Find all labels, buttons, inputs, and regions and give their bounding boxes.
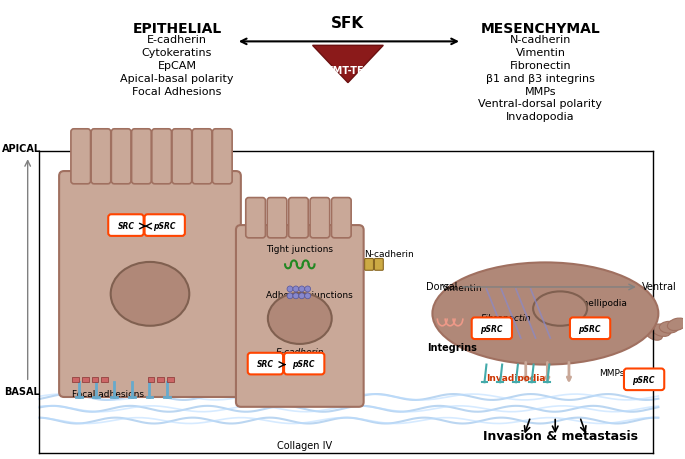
FancyBboxPatch shape bbox=[248, 353, 283, 375]
FancyBboxPatch shape bbox=[145, 214, 185, 236]
Text: Adherens junctions: Adherens junctions bbox=[266, 291, 353, 300]
FancyBboxPatch shape bbox=[91, 129, 111, 184]
Bar bbox=[92, 377, 99, 382]
Bar bbox=[147, 377, 154, 382]
Text: Ventral-dorsal polarity: Ventral-dorsal polarity bbox=[478, 99, 603, 109]
Text: E-cadherin: E-cadherin bbox=[147, 35, 207, 45]
FancyBboxPatch shape bbox=[212, 129, 232, 184]
Text: Tight junctions: Tight junctions bbox=[266, 245, 334, 254]
Text: EMT-TFs: EMT-TFs bbox=[326, 66, 370, 76]
Polygon shape bbox=[312, 45, 384, 83]
Text: Invadopodia: Invadopodia bbox=[506, 112, 575, 122]
Text: pSRC: pSRC bbox=[632, 376, 655, 385]
Circle shape bbox=[305, 286, 310, 292]
Ellipse shape bbox=[111, 262, 189, 326]
FancyBboxPatch shape bbox=[570, 318, 610, 339]
Text: β1 and β3 integrins: β1 and β3 integrins bbox=[486, 74, 595, 84]
Text: Vimentin: Vimentin bbox=[443, 284, 483, 293]
Text: Focal adhesions: Focal adhesions bbox=[72, 390, 145, 399]
Ellipse shape bbox=[268, 293, 332, 344]
Bar bbox=[158, 377, 164, 382]
Text: pSRC: pSRC bbox=[480, 325, 503, 334]
Ellipse shape bbox=[660, 321, 679, 333]
FancyBboxPatch shape bbox=[246, 197, 265, 238]
Text: SRC: SRC bbox=[117, 222, 134, 230]
Text: Apical-basal polarity: Apical-basal polarity bbox=[121, 74, 234, 84]
Text: BASAL: BASAL bbox=[4, 387, 40, 397]
FancyArrowPatch shape bbox=[567, 363, 571, 381]
Text: Cytokeratins: Cytokeratins bbox=[142, 48, 212, 58]
Text: pSRC: pSRC bbox=[153, 222, 175, 230]
FancyBboxPatch shape bbox=[152, 129, 171, 184]
Ellipse shape bbox=[432, 263, 658, 364]
FancyBboxPatch shape bbox=[236, 225, 364, 407]
FancyBboxPatch shape bbox=[375, 258, 384, 270]
Text: Ventral: Ventral bbox=[642, 282, 676, 292]
Text: Fibronectin: Fibronectin bbox=[481, 314, 532, 323]
FancyBboxPatch shape bbox=[172, 129, 192, 184]
FancyBboxPatch shape bbox=[108, 214, 144, 236]
Text: Fibronectin: Fibronectin bbox=[510, 61, 571, 71]
Bar bbox=[101, 377, 108, 382]
Text: Invadipodia: Invadipodia bbox=[486, 375, 546, 383]
Text: EPITHELIAL: EPITHELIAL bbox=[132, 22, 222, 36]
Text: Invasion & metastasis: Invasion & metastasis bbox=[483, 430, 638, 443]
Bar bbox=[167, 377, 174, 382]
Circle shape bbox=[293, 293, 299, 299]
Ellipse shape bbox=[667, 318, 685, 330]
Bar bbox=[82, 377, 88, 382]
Ellipse shape bbox=[651, 324, 671, 336]
Text: N-cadherin: N-cadherin bbox=[510, 35, 571, 45]
FancyBboxPatch shape bbox=[112, 129, 131, 184]
FancyBboxPatch shape bbox=[192, 129, 212, 184]
Circle shape bbox=[305, 293, 310, 299]
Text: Integrins: Integrins bbox=[427, 343, 477, 353]
Text: MMPs: MMPs bbox=[525, 87, 556, 96]
Text: pSRC: pSRC bbox=[578, 325, 601, 334]
Circle shape bbox=[299, 293, 305, 299]
Text: Dorsal: Dorsal bbox=[425, 282, 457, 292]
Ellipse shape bbox=[645, 326, 662, 340]
FancyBboxPatch shape bbox=[132, 129, 151, 184]
Text: SFK: SFK bbox=[330, 16, 364, 31]
Circle shape bbox=[287, 293, 293, 299]
Circle shape bbox=[293, 286, 299, 292]
Text: Lamellipodia: Lamellipodia bbox=[569, 299, 627, 308]
Text: E-cadherin: E-cadherin bbox=[275, 348, 324, 357]
Text: APICAL: APICAL bbox=[2, 144, 41, 154]
Text: MMPs: MMPs bbox=[599, 369, 625, 379]
Text: Vimentin: Vimentin bbox=[516, 48, 566, 58]
FancyBboxPatch shape bbox=[472, 318, 512, 339]
Circle shape bbox=[299, 286, 305, 292]
Text: Focal Adhesions: Focal Adhesions bbox=[132, 87, 222, 96]
Circle shape bbox=[287, 286, 293, 292]
Text: MESENCHYMAL: MESENCHYMAL bbox=[481, 22, 600, 36]
FancyBboxPatch shape bbox=[71, 129, 90, 184]
Text: N-cadherin: N-cadherin bbox=[364, 250, 414, 258]
FancyArrowPatch shape bbox=[546, 363, 549, 381]
FancyBboxPatch shape bbox=[310, 197, 329, 238]
FancyBboxPatch shape bbox=[332, 197, 351, 238]
Text: pSRC: pSRC bbox=[292, 360, 315, 369]
FancyArrowPatch shape bbox=[524, 363, 527, 381]
FancyBboxPatch shape bbox=[364, 258, 373, 270]
Bar bbox=[72, 377, 79, 382]
Ellipse shape bbox=[533, 291, 587, 326]
Text: Collagen IV: Collagen IV bbox=[277, 441, 332, 451]
Text: SRC: SRC bbox=[257, 360, 274, 369]
FancyBboxPatch shape bbox=[284, 353, 325, 375]
FancyBboxPatch shape bbox=[267, 197, 287, 238]
FancyBboxPatch shape bbox=[288, 197, 308, 238]
FancyBboxPatch shape bbox=[59, 171, 241, 397]
FancyBboxPatch shape bbox=[624, 369, 664, 390]
Text: EpCAM: EpCAM bbox=[158, 61, 197, 71]
